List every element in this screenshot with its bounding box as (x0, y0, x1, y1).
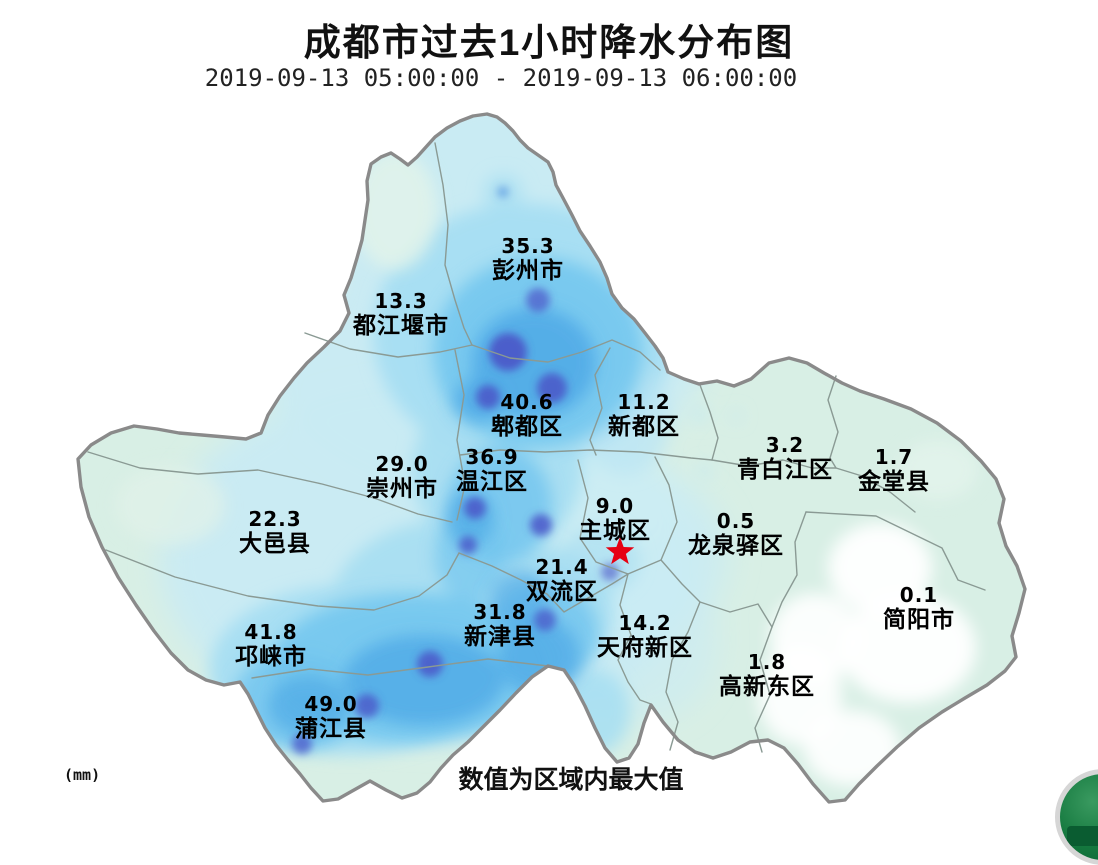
district-boundaries (87, 142, 986, 753)
precipitation-map (76, 112, 1027, 804)
map-subtitle: 2019-09-13 05:00:00 - 2019-09-13 06:00:0… (204, 64, 798, 92)
unit-label: (mm) (64, 766, 101, 784)
brand-logo-band (1066, 825, 1098, 847)
main-city-star-icon (605, 537, 635, 565)
map-title: 成都市过去1小时降水分布图 (303, 22, 795, 63)
rain-intensity-layer (78, 114, 1025, 802)
city-outer-boundary (76, 112, 1027, 804)
footer-note: 数值为区域内最大值 (458, 766, 684, 794)
